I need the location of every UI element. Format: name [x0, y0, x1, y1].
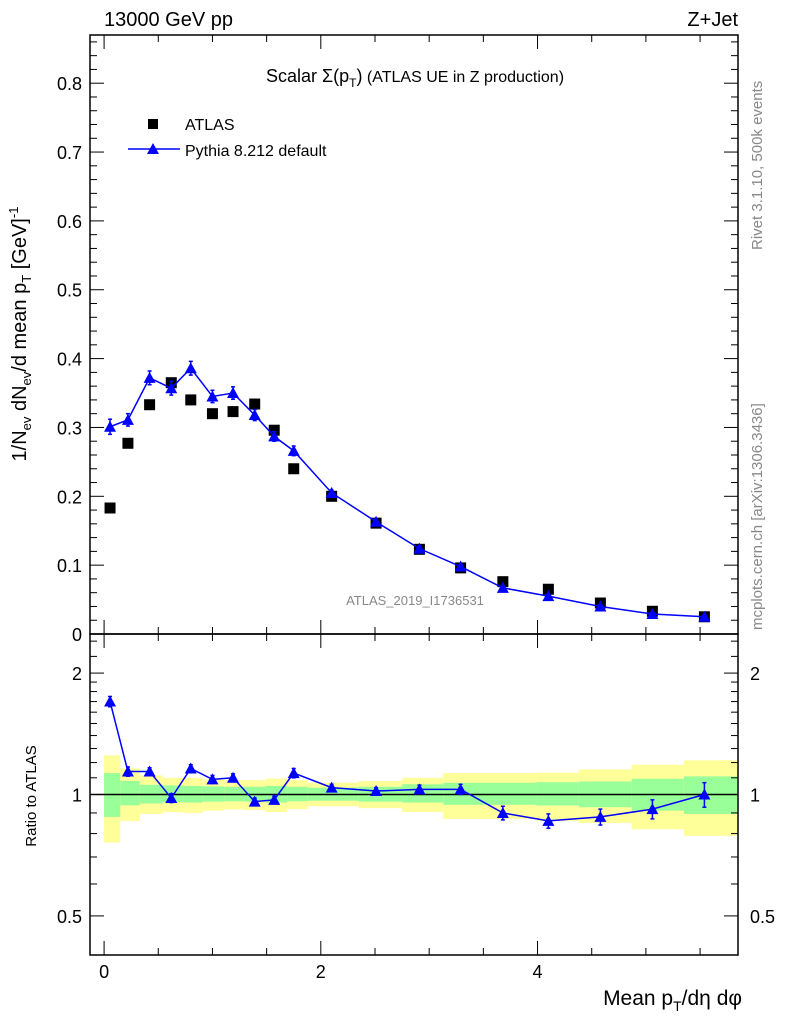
atlas-data-point [268, 424, 280, 436]
pythia-data-point [413, 542, 426, 554]
pythia-data-point [104, 420, 117, 432]
atlas-data-point [227, 406, 239, 418]
atlas-data-point [288, 463, 300, 475]
pythia-data-point [206, 390, 219, 402]
mcplots-note: mcplots.cern.ch [arXiv:1306.3436] [749, 403, 766, 630]
main-y-tick-label: 0.2 [57, 487, 82, 507]
ratio-data-point [496, 806, 509, 818]
ratio-data-point [454, 783, 467, 795]
atlas-data-point [104, 502, 116, 514]
ratio-band-inner [120, 781, 140, 806]
y-axis-label-ratio: Ratio to ATLAS [23, 745, 40, 846]
pythia-data-point [542, 590, 555, 602]
pythia-data-point [594, 600, 607, 612]
ratio-data-point [287, 767, 300, 779]
main-y-tick-label: 0.4 [57, 350, 82, 370]
legend-atlas-marker [148, 119, 158, 129]
pythia-data-point [646, 608, 659, 620]
atlas-data-point [185, 394, 197, 406]
ratio-data-point [698, 788, 711, 800]
ratio-data-point [104, 695, 117, 707]
main-y-tick-label: 0.3 [57, 418, 82, 438]
legend-pythia-label: Pythia 8.212 default [185, 143, 327, 160]
ratio-data-point [206, 773, 219, 785]
header-right: Z+Jet [687, 9, 738, 31]
pythia-line [109, 367, 705, 618]
atlas-data-point [206, 408, 218, 420]
plot-title: Scalar Σ(pT) (ATLAS UE in Z production) [266, 66, 564, 90]
x-tick-label: 0 [99, 962, 109, 982]
pythia-data-point [370, 515, 383, 527]
ratio-data-point [413, 783, 426, 795]
pythia-data-point [184, 362, 197, 374]
ratio-uncertainty-bands [90, 755, 738, 843]
legend-pythia-marker [147, 143, 159, 154]
pythia-data-point [287, 444, 300, 456]
pythia-data-point [454, 560, 467, 572]
pythia-data-point [698, 610, 711, 622]
ratio-data-point [542, 814, 555, 826]
pythia-data-point [248, 409, 261, 421]
x-axis-label: Mean pT/dη dφ [603, 987, 742, 1014]
ratio-y-tick-label-right: 1 [750, 786, 760, 806]
header-left: 13000 GeV pp [104, 9, 233, 31]
pythia-data-point [165, 382, 178, 394]
axes: 0 0.1 0.2 0.3 0.4 0.5 0.6 0.7 0.8 0 2 4 0.5 0.5 1 1 2 2 [57, 34, 775, 982]
pythia-data-point [268, 430, 281, 442]
main-y-tick-label: 0 [72, 625, 82, 645]
atlas-data-point [542, 583, 554, 595]
ratio-data-point [370, 785, 383, 797]
main-y-tick-label: 0.7 [57, 143, 82, 163]
ratio-y-tick-label: 1 [72, 786, 82, 806]
analysis-watermark: ATLAS_2019_I1736531 [346, 593, 484, 608]
ratio-data-point [143, 765, 156, 777]
main-y-tick-label: 0.8 [57, 74, 82, 94]
ratio-data-point [165, 792, 178, 804]
atlas-data-point [122, 437, 134, 449]
ratio-data-point [121, 765, 134, 777]
atlas-data-point [249, 398, 261, 410]
ratio-y-tick-label: 0.5 [57, 907, 82, 927]
main-y-tick-label: 0.5 [57, 281, 82, 301]
main-y-tick-label: 0.1 [57, 556, 82, 576]
atlas-data-point [497, 576, 509, 588]
ratio-data-point [594, 810, 607, 822]
pythia-data-point [227, 387, 240, 399]
legend-atlas-label: ATLAS [185, 117, 235, 134]
pythia-data-point [325, 486, 338, 498]
ratio-y-tick-label: 2 [72, 664, 82, 684]
pythia-data-point [121, 413, 134, 425]
ratio-y-tick-label-right: 0.5 [750, 907, 775, 927]
ratio-data-point [646, 803, 659, 815]
ratio-data-point [248, 795, 261, 807]
x-tick-label: 2 [316, 962, 326, 982]
atlas-data-point [144, 399, 156, 411]
ratio-data-point [184, 762, 197, 774]
y-axis-label-main: 1/Nev dNev/d mean pT [GeV]-1 [6, 207, 34, 462]
x-tick-label: 4 [533, 962, 543, 982]
ratio-data-point [227, 771, 240, 783]
rivet-version-note: Rivet 3.1.10, 500k events [749, 81, 766, 250]
ratio-data-point [268, 793, 281, 805]
ratio-y-tick-label-right: 2 [750, 664, 760, 684]
chart-marks [104, 360, 711, 829]
pythia-data-point [143, 371, 156, 383]
ratio-data-point [325, 781, 338, 793]
main-y-tick-label: 0.6 [57, 212, 82, 232]
pythia-data-point [496, 581, 509, 593]
legend: ATLAS Pythia 8.212 default [128, 117, 327, 160]
